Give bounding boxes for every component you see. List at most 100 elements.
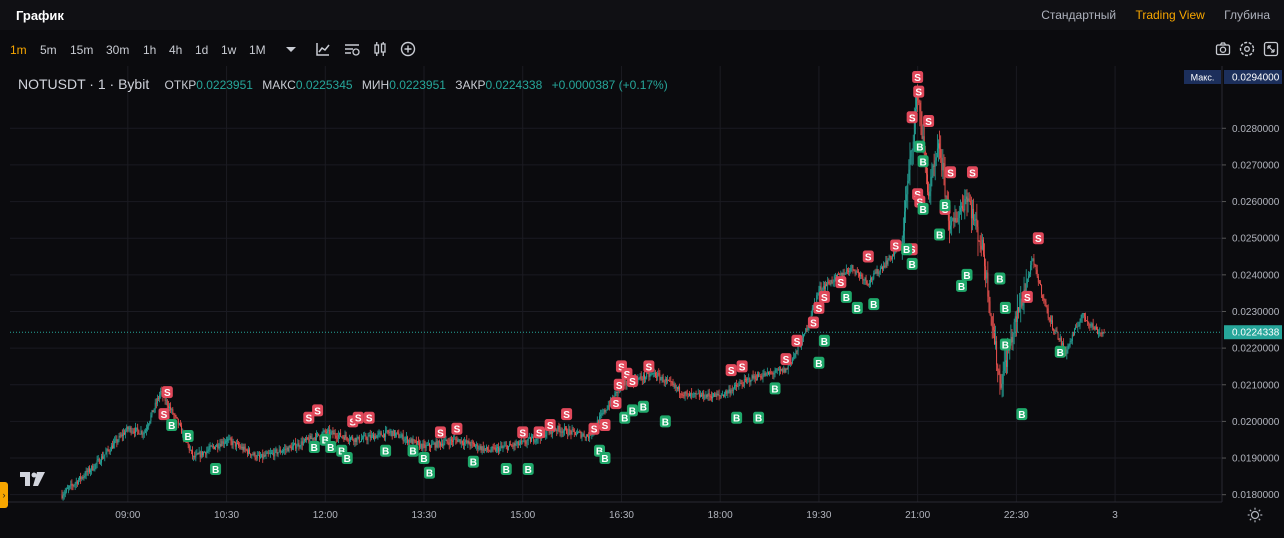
candle-body bbox=[353, 439, 355, 442]
candle-body bbox=[286, 447, 288, 450]
candle-body bbox=[565, 427, 566, 429]
candle-body bbox=[332, 431, 334, 435]
candle-body bbox=[426, 444, 428, 446]
sell-marker-label: S bbox=[947, 168, 954, 179]
candle-body bbox=[1060, 338, 1062, 346]
candle-body bbox=[386, 430, 388, 432]
candle-body bbox=[444, 441, 446, 444]
chart-settings-icon[interactable] bbox=[343, 40, 361, 58]
candle-body bbox=[432, 443, 434, 445]
sell-marker-label: S bbox=[591, 425, 598, 436]
candle-body bbox=[698, 393, 700, 397]
buy-marker-label: B bbox=[755, 414, 762, 425]
candle-body bbox=[454, 438, 456, 440]
candle-body bbox=[735, 384, 736, 386]
candle-body bbox=[1100, 332, 1102, 334]
candle-body bbox=[322, 431, 324, 433]
camera-icon[interactable] bbox=[1214, 40, 1232, 58]
add-icon[interactable] bbox=[399, 40, 417, 58]
candle-body bbox=[63, 493, 65, 496]
candle-body bbox=[583, 434, 585, 437]
candle-body bbox=[1024, 289, 1026, 292]
candle-body bbox=[1063, 343, 1064, 348]
page-title[interactable]: График bbox=[16, 8, 64, 23]
candle-body bbox=[269, 453, 271, 454]
candle-body bbox=[221, 441, 223, 446]
buy-marker-label: B bbox=[941, 201, 948, 212]
timeframe-4h[interactable]: 4h bbox=[169, 43, 183, 57]
timeframe-1d[interactable]: 1d bbox=[195, 43, 209, 57]
sell-marker-label: S bbox=[629, 377, 636, 388]
candle-body bbox=[452, 440, 453, 442]
dropdown-arrow-icon[interactable] bbox=[282, 40, 300, 58]
candle-body bbox=[491, 447, 493, 451]
candle-body bbox=[860, 274, 862, 277]
candle-body bbox=[201, 451, 203, 456]
candle-body bbox=[291, 446, 293, 450]
gear-icon[interactable] bbox=[1238, 40, 1256, 58]
candle-body bbox=[943, 162, 945, 173]
tab-depth[interactable]: Глубина bbox=[1224, 8, 1270, 22]
buy-marker-label: B bbox=[629, 406, 636, 417]
side-panel-toggle[interactable]: › bbox=[0, 482, 8, 508]
fullscreen-icon[interactable] bbox=[1262, 40, 1280, 58]
candle-body bbox=[625, 380, 627, 385]
candle-body bbox=[588, 436, 589, 439]
timeframe-1w[interactable]: 1w bbox=[221, 43, 237, 57]
candle-body bbox=[713, 393, 715, 397]
candle-body bbox=[433, 443, 435, 445]
candle-body bbox=[743, 379, 745, 386]
candle-body bbox=[646, 373, 648, 378]
tab-tradingview[interactable]: Trading View bbox=[1135, 8, 1205, 22]
buy-marker bbox=[813, 356, 825, 369]
tradingview-logo[interactable] bbox=[18, 468, 48, 490]
candle-body bbox=[273, 452, 275, 457]
candle-body bbox=[1085, 316, 1086, 321]
timeframe-30m[interactable]: 30m bbox=[106, 43, 130, 57]
timeframe-15m[interactable]: 15m bbox=[70, 43, 94, 57]
y-tick-label: 0.0270000 bbox=[1232, 160, 1280, 171]
candle-body bbox=[194, 456, 196, 458]
candle-body bbox=[337, 435, 339, 439]
x-tick-label: 18:00 bbox=[708, 510, 733, 521]
candle-body bbox=[257, 455, 259, 456]
candle-body bbox=[1019, 307, 1021, 313]
candle-body bbox=[331, 431, 333, 433]
candle-body bbox=[489, 450, 491, 452]
timeframe-1M[interactable]: 1M bbox=[249, 43, 266, 57]
candle-body bbox=[953, 217, 955, 222]
candle-body bbox=[977, 226, 979, 241]
timeframe-1h[interactable]: 1h bbox=[143, 43, 157, 57]
candle-body bbox=[526, 440, 528, 444]
indicators-icon[interactable] bbox=[314, 40, 332, 58]
candle-body bbox=[114, 440, 116, 444]
candle-body bbox=[90, 470, 91, 472]
timeframe-1m[interactable]: 1m bbox=[10, 43, 27, 57]
candle-type-icon[interactable] bbox=[371, 40, 389, 58]
candle-body bbox=[522, 440, 524, 442]
candle-body bbox=[1069, 341, 1071, 346]
candle-body bbox=[382, 433, 384, 438]
symbol-label[interactable]: NOTUSDT · 1 · Bybit bbox=[18, 76, 150, 92]
timeframe-5m[interactable]: 5m bbox=[40, 43, 57, 57]
candle-body bbox=[985, 266, 987, 279]
candle-body bbox=[296, 446, 298, 449]
candle-body bbox=[80, 476, 82, 480]
tab-standard[interactable]: Стандартный bbox=[1041, 8, 1117, 22]
candle-body bbox=[533, 436, 535, 442]
candle-body bbox=[826, 284, 828, 286]
candle-body bbox=[175, 415, 177, 417]
candle-body bbox=[165, 400, 167, 402]
candle-body bbox=[511, 445, 513, 447]
candle-body bbox=[255, 458, 257, 459]
candle-body bbox=[600, 414, 602, 417]
candle-body bbox=[340, 432, 342, 437]
candle-body bbox=[1077, 326, 1079, 328]
candle-body bbox=[195, 454, 197, 458]
candle-body bbox=[344, 434, 346, 440]
candle-body bbox=[205, 452, 207, 455]
axis-settings-icon[interactable] bbox=[1247, 507, 1263, 523]
candle-body bbox=[520, 441, 521, 444]
